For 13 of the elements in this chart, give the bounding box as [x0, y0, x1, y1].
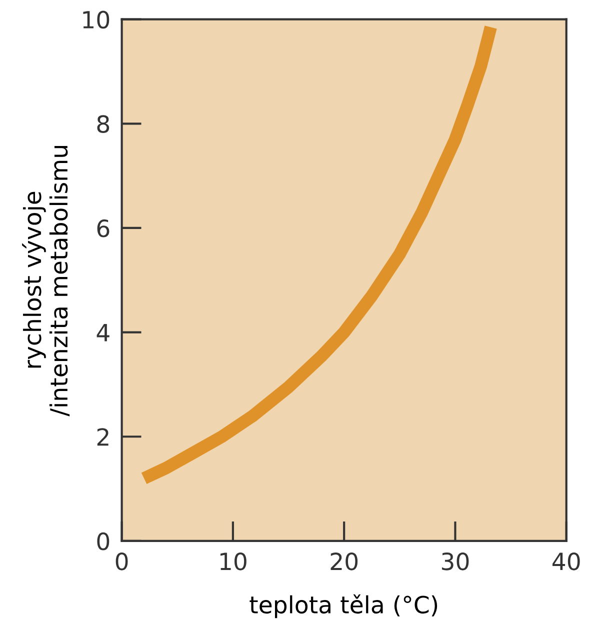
x-tick-label: 10 [220, 552, 246, 570]
x-tick-label: 20 [330, 552, 358, 570]
x-tick-label: 40 [552, 552, 580, 570]
y-axis-title: rychlost vývoje /intenzita metabolismu [22, 146, 70, 416]
x-tick-label: 30 [442, 552, 469, 570]
y-tick-label: 4 [96, 324, 110, 342]
y-tick-label: 2 [97, 428, 108, 446]
y-tick-label: 10 [83, 10, 110, 29]
x-axis-title: teplota těla (°C) [250, 594, 438, 618]
y-tick-label: 0 [97, 532, 110, 550]
y-tick-label: 6 [97, 219, 110, 238]
x-tick-label: 0 [116, 552, 128, 570]
y-tick-label: 8 [97, 115, 110, 133]
